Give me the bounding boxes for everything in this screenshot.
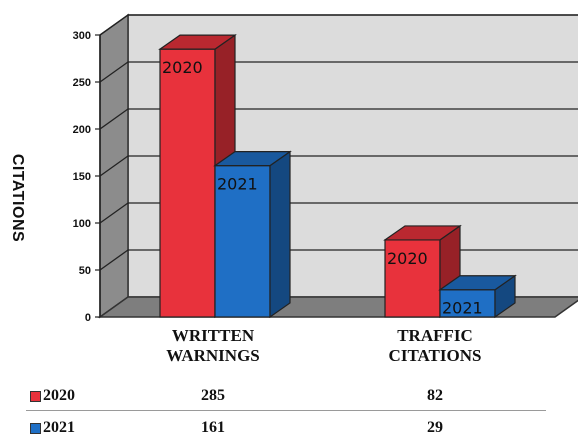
category-label-traffic-citations: TRAFFIC CITATIONS [350,326,520,366]
legend-label: 2021 [43,419,75,436]
gridline-side [99,108,129,130]
legend-label: 2020 [43,387,75,404]
y-axis-label: CITATIONS [4,118,30,278]
bar-front [214,165,271,318]
bar-label: 2021 [442,299,483,318]
category-label-line: WRITTEN [171,326,255,345]
bar-2021-1: 2021 [438,274,517,319]
y-tick-label: 100 [73,218,91,230]
chart-bars: 2020 2021 2020 2021 [158,33,517,319]
category-label-line: WARNINGS [166,346,260,365]
gridline-side [99,14,129,36]
data-table-value: 82 [427,387,443,404]
bar-label: 2020 [162,58,203,77]
legend-entry-2021: 2021 [30,419,75,437]
legend-swatch-2020 [30,390,41,402]
y-tick-label: 250 [73,77,91,89]
category-label-line: CITATIONS [388,346,482,365]
bar-label: 2020 [387,249,428,268]
y-tick-label: 200 [73,124,91,136]
bar-side [269,150,291,319]
y-tick-label: 50 [79,265,91,277]
bar-top [213,151,292,167]
data-table-divider [26,410,546,411]
data-table-value: 285 [201,387,225,404]
data-table-row-2021: 2021 161 29 [0,414,578,440]
y-tick-label: 150 [73,171,91,183]
gridline-side [99,155,129,177]
legend-swatch-2021 [30,422,41,434]
data-table-value: 161 [201,419,225,436]
gridline-side [99,249,129,271]
bar-front [384,239,441,318]
category-label-line: TRAFFIC [397,326,473,345]
data-table-row-2020: 2020 285 82 [0,382,578,408]
data-table: 2020 285 82 2021 161 29 [0,380,578,440]
bar-top [438,275,517,291]
y-tick-label: 0 [85,312,91,324]
bar-top [158,34,237,50]
y-axis-ticks: 0 50 100 150 200 250 300 [73,30,101,324]
y-axis-label-text: CITATIONS [9,153,26,243]
gridline-side [99,61,129,83]
bar-front [159,48,216,318]
bar-2021-0: 2021 [213,150,292,319]
data-table-value: 29 [427,419,443,436]
bar-2020-0: 2020 [158,33,237,319]
gridline-side [99,202,129,224]
bar-top [383,225,462,241]
y-tick-label: 300 [73,30,91,42]
bar-label: 2021 [217,175,258,194]
legend-entry-2020: 2020 [30,387,75,405]
category-label-written-warnings: WRITTEN WARNINGS [128,326,298,366]
